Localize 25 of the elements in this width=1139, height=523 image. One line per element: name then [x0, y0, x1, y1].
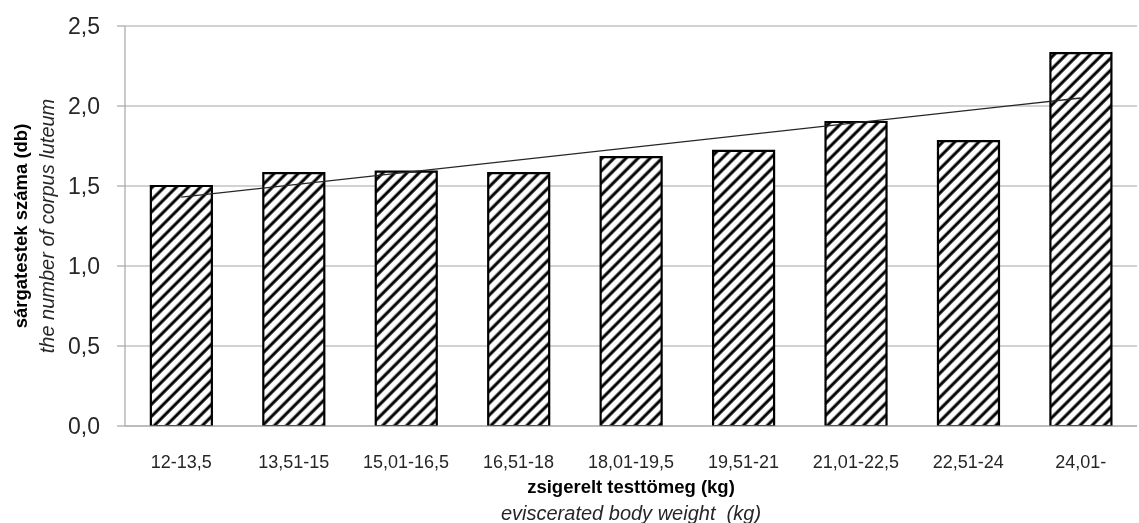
- y-tick-label: 2,0: [68, 93, 100, 120]
- x-tick-label: 21,01-22,5: [812, 451, 899, 472]
- x-tick-label: 22,51-24: [932, 451, 1004, 472]
- y-axis-title: sárgatestek száma (db) the number of corpus luteum: [9, 97, 59, 356]
- bar: [149, 184, 213, 426]
- y-tick-label: 0,5: [68, 333, 100, 360]
- bar: [1049, 52, 1113, 426]
- x-tick-label: 15,01-16,5: [363, 451, 450, 472]
- x-tick-label: 16,51-18: [483, 451, 555, 472]
- bar: [711, 149, 776, 426]
- bar: [487, 172, 551, 426]
- y-tick-label: 2,5: [68, 13, 100, 40]
- bar: [824, 120, 888, 426]
- x-tick-label: 19,51-21: [707, 451, 779, 472]
- x-tick-label: 18,01-19,5: [587, 451, 675, 472]
- x-tick-label: 12-13,5: [150, 451, 212, 472]
- x-tick-label: 13,51-15: [258, 451, 330, 472]
- y-tick-label: 1,5: [68, 173, 100, 200]
- bar: [374, 170, 438, 426]
- bar: [262, 172, 326, 426]
- bar: [599, 156, 663, 426]
- x-tick-label: 24,01-: [1055, 451, 1107, 472]
- y-tick-label: 1,0: [68, 253, 100, 280]
- bar: [936, 140, 1001, 426]
- y-tick-label: 0,0: [68, 413, 100, 440]
